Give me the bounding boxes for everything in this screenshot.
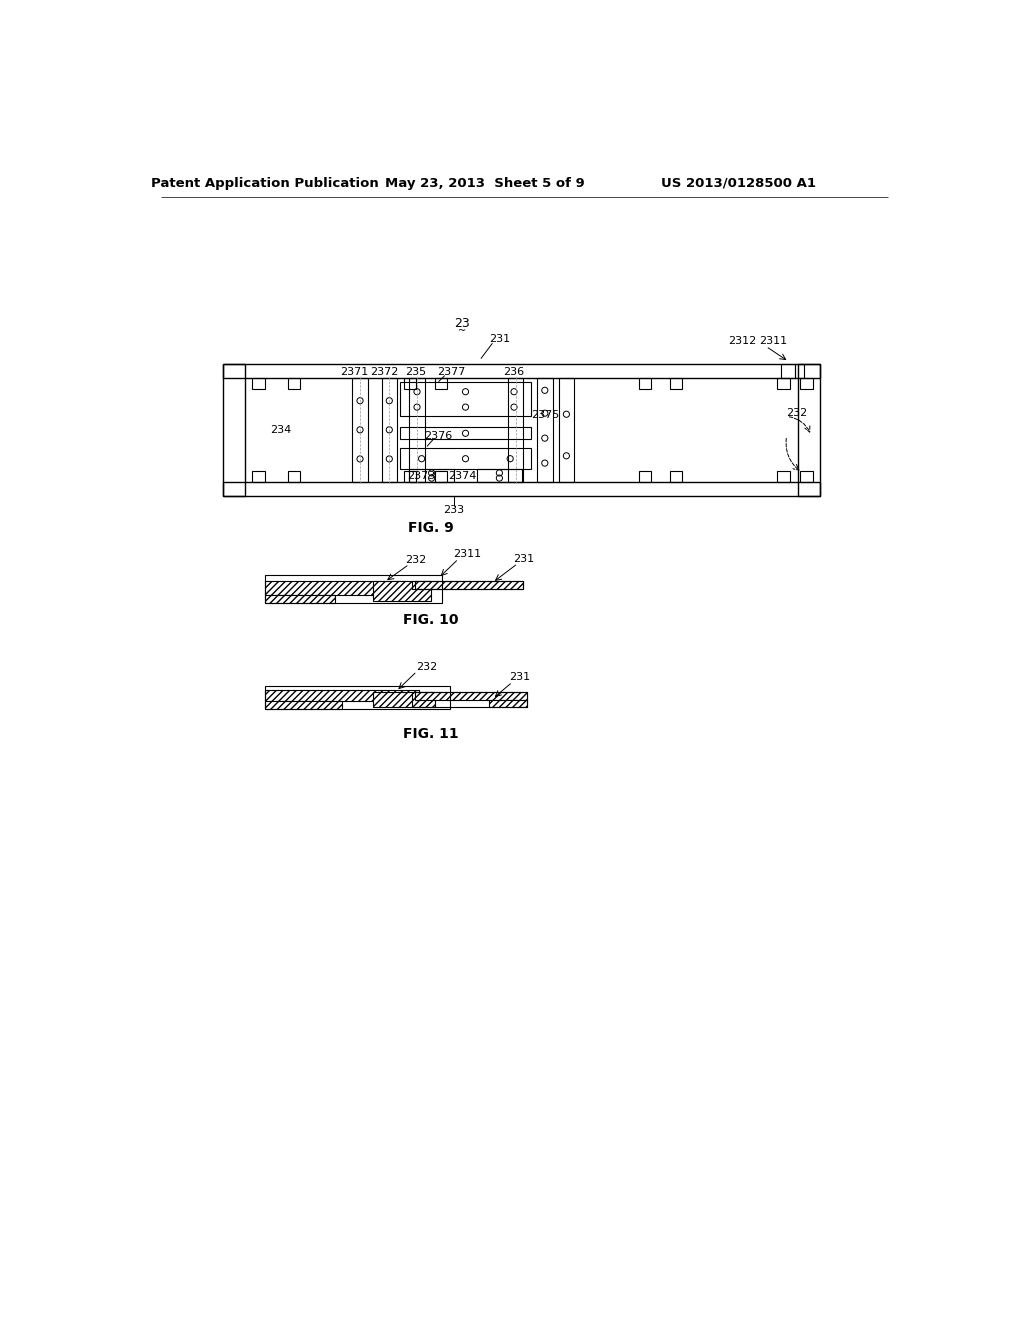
Bar xyxy=(265,595,335,603)
Bar xyxy=(639,378,651,388)
Bar xyxy=(412,581,523,589)
Bar xyxy=(403,378,416,388)
Bar xyxy=(670,378,682,388)
Bar xyxy=(223,482,819,496)
Bar xyxy=(400,381,531,416)
Text: 232: 232 xyxy=(404,556,426,565)
Text: FIG. 9: FIG. 9 xyxy=(408,521,454,535)
Bar xyxy=(265,576,442,603)
Bar xyxy=(435,378,447,388)
Bar xyxy=(400,428,531,440)
Bar xyxy=(777,378,790,388)
Bar xyxy=(801,378,813,388)
Text: 235: 235 xyxy=(404,367,426,376)
Text: FIG. 10: FIG. 10 xyxy=(403,614,459,627)
Bar xyxy=(559,378,574,482)
Bar xyxy=(508,378,523,482)
Bar xyxy=(223,364,245,496)
Bar xyxy=(288,471,300,482)
Bar xyxy=(670,471,682,482)
Bar xyxy=(801,471,813,482)
Text: US 2013/0128500 A1: US 2013/0128500 A1 xyxy=(662,177,816,190)
Bar xyxy=(252,471,264,482)
Bar xyxy=(639,471,651,482)
Bar xyxy=(288,378,300,388)
Bar xyxy=(223,364,819,378)
Text: 233: 233 xyxy=(443,506,465,515)
Bar xyxy=(416,581,523,589)
Text: May 23, 2013  Sheet 5 of 9: May 23, 2013 Sheet 5 of 9 xyxy=(385,177,585,190)
Bar xyxy=(352,378,368,482)
Bar xyxy=(488,700,527,706)
Text: Patent Application Publication: Patent Application Publication xyxy=(152,177,379,190)
Text: 234: 234 xyxy=(270,425,292,436)
Text: 2377: 2377 xyxy=(436,367,465,376)
Bar xyxy=(265,581,408,595)
Text: 23: 23 xyxy=(454,317,470,330)
Bar xyxy=(538,378,553,482)
Bar xyxy=(403,471,416,482)
Bar xyxy=(412,692,527,706)
Text: 236: 236 xyxy=(503,367,524,376)
Text: 2376: 2376 xyxy=(424,430,453,441)
Text: 2375: 2375 xyxy=(530,409,559,420)
Bar xyxy=(781,364,795,378)
Bar xyxy=(252,378,264,388)
Bar xyxy=(410,378,425,482)
Bar xyxy=(777,471,790,482)
Bar xyxy=(400,447,531,470)
Bar xyxy=(265,686,451,709)
Bar xyxy=(265,701,342,709)
Bar xyxy=(435,471,447,482)
Bar xyxy=(416,692,527,700)
Bar xyxy=(373,581,431,601)
Bar xyxy=(798,364,819,496)
Text: 232: 232 xyxy=(417,661,437,672)
Text: 2311: 2311 xyxy=(760,335,787,346)
Text: 231: 231 xyxy=(509,672,530,681)
Text: ~: ~ xyxy=(458,326,466,335)
Bar xyxy=(795,364,804,378)
Text: 231: 231 xyxy=(489,334,511,345)
Text: 2374: 2374 xyxy=(449,471,476,480)
Text: 2371: 2371 xyxy=(341,367,369,376)
Text: 2373: 2373 xyxy=(408,471,436,480)
Text: 232: 232 xyxy=(786,408,807,417)
Text: 2311: 2311 xyxy=(453,549,481,560)
Bar xyxy=(382,378,397,482)
Bar xyxy=(477,470,521,482)
Text: 2312: 2312 xyxy=(729,335,757,346)
Text: 231: 231 xyxy=(513,554,534,564)
Text: 2372: 2372 xyxy=(370,367,398,376)
Bar xyxy=(373,692,435,708)
Bar xyxy=(265,690,419,701)
Bar xyxy=(410,470,454,482)
Text: FIG. 11: FIG. 11 xyxy=(403,727,459,742)
